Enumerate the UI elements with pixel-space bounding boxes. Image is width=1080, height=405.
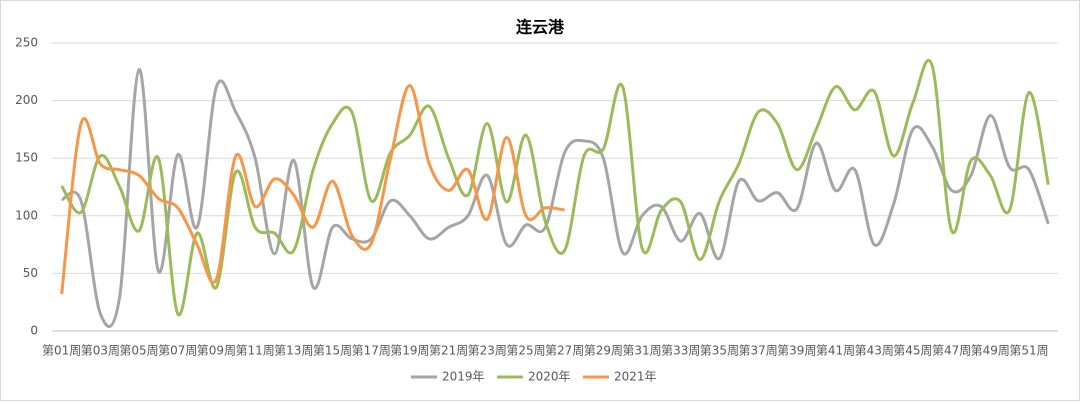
x-tick-label: 第39周 (777, 344, 816, 358)
legend-label: 2021年 (614, 370, 657, 384)
y-tick-label: 150 (15, 151, 38, 165)
x-tick-label: 第01周 (42, 344, 81, 358)
x-tick-label: 第11周 (235, 344, 274, 358)
x-tick-label: 第35周 (700, 344, 739, 358)
x-tick-label: 第49周 (971, 344, 1010, 358)
y-tick-label: 200 (15, 93, 38, 107)
x-tick-label: 第23周 (468, 344, 507, 358)
y-tick-label: 50 (23, 266, 38, 280)
x-tick-label: 第09周 (197, 344, 236, 358)
legend-label: 2019年 (442, 370, 485, 384)
x-tick-label: 第03周 (81, 344, 120, 358)
x-tick-label: 第17周 (352, 344, 391, 358)
x-tick-label: 第43周 (855, 344, 894, 358)
chart-title: 连云港 (516, 18, 565, 37)
x-tick-label: 第29周 (584, 344, 623, 358)
x-tick-label: 第37周 (738, 344, 777, 358)
x-tick-label: 第07周 (158, 344, 197, 358)
x-tick-label: 第33周 (661, 344, 700, 358)
x-tick-label: 第15周 (313, 344, 352, 358)
x-tick-label: 第45周 (893, 344, 932, 358)
x-tick-label: 第47周 (932, 344, 971, 358)
line-series (60, 84, 565, 295)
x-tick-label: 第41周 (816, 344, 855, 358)
x-tick-label: 第21周 (429, 344, 468, 358)
x-tick-label: 第13周 (274, 344, 313, 358)
line-series (61, 67, 1050, 328)
y-tick-label: 250 (15, 36, 38, 50)
x-tick-label: 第51周 (1009, 344, 1048, 358)
x-tick-label: 第25周 (506, 344, 545, 358)
x-tick-label: 第31周 (622, 344, 661, 358)
legend-label: 2020年 (528, 370, 571, 384)
line-series (60, 58, 1050, 317)
x-tick-label: 第27周 (545, 344, 584, 358)
y-tick-label: 0 (30, 324, 38, 338)
x-tick-label: 第05周 (119, 344, 158, 358)
x-tick-label: 第19周 (390, 344, 429, 358)
y-tick-label: 100 (15, 208, 38, 222)
